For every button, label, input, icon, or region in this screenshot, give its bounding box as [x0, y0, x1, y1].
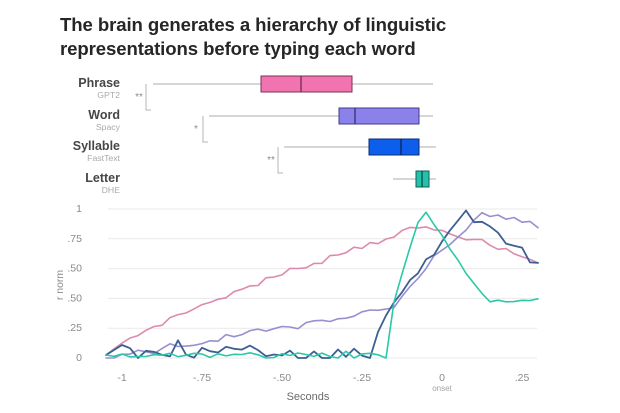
svg-text:.50: .50 [67, 263, 82, 275]
svg-text:.25: .25 [67, 322, 82, 334]
svg-text:1: 1 [76, 203, 82, 215]
svg-text:-.75: -.75 [193, 372, 211, 384]
svg-text:-1: -1 [117, 372, 126, 384]
svg-text:-.50: -.50 [273, 372, 291, 384]
svg-text:.75: .75 [67, 233, 82, 245]
svg-text:.25: .25 [515, 372, 530, 384]
svg-text:Seconds: Seconds [287, 391, 330, 403]
svg-text:r norm: r norm [54, 270, 66, 301]
svg-text:0: 0 [76, 352, 82, 364]
svg-text:-.25: -.25 [353, 372, 371, 384]
svg-text:onset: onset [432, 384, 452, 393]
svg-text:.50: .50 [67, 292, 82, 304]
svg-text:0: 0 [439, 372, 445, 384]
